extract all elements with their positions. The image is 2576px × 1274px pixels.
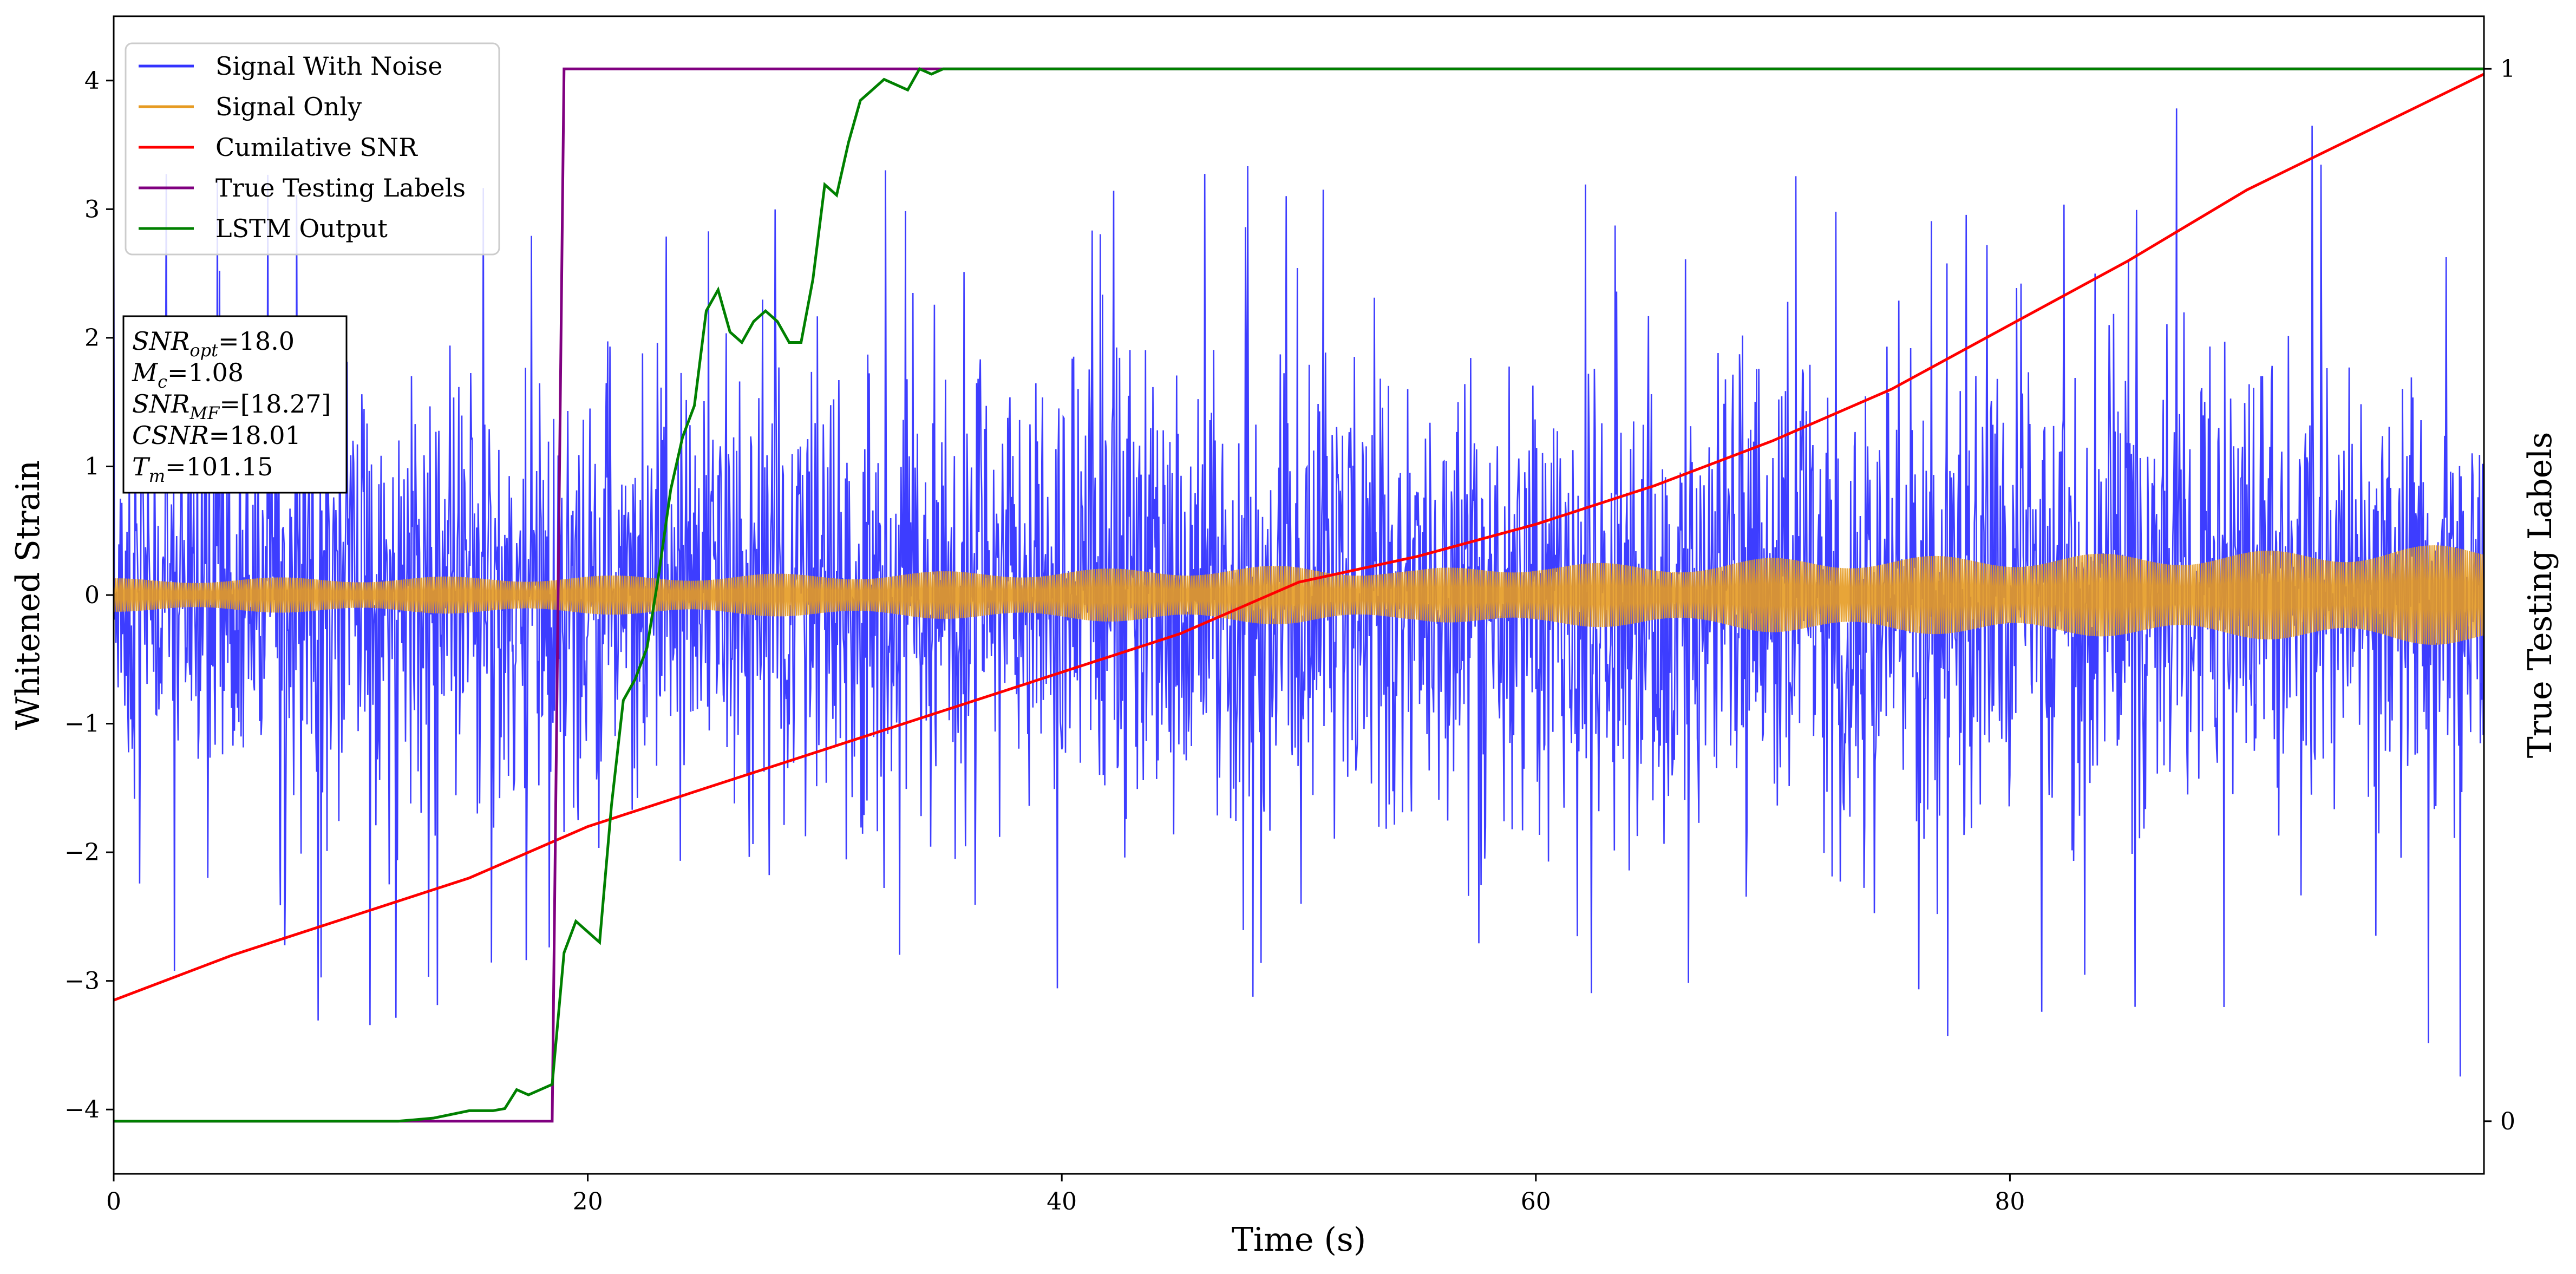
- series-layer: [114, 67, 2484, 1123]
- legend-label: LSTM Output: [215, 214, 388, 243]
- legend-box: [125, 42, 500, 256]
- series-lstm-output: [114, 67, 2484, 1123]
- x-tick-label: 0: [106, 1188, 121, 1216]
- legend: Signal With Noise Signal Only Cumilative S…: [125, 42, 500, 256]
- info-snr-mf: SNRMF=[18.27]: [132, 389, 331, 423]
- series-cumulative-snr: [114, 73, 2484, 1002]
- y-axis-label: Whitened Strain: [9, 460, 47, 730]
- y-tick-label: −3: [64, 968, 100, 995]
- y2-tick-label: 0: [2500, 1108, 2515, 1135]
- info-snr-opt: SNRopt=18.0: [132, 326, 295, 361]
- y-tick-label: 4: [84, 67, 100, 95]
- x-tick-label: 40: [1047, 1188, 1077, 1216]
- y-tick-label: −2: [64, 839, 100, 866]
- info-mc: Mc=1.08: [132, 358, 244, 392]
- x-tick-label: 20: [573, 1188, 603, 1216]
- x-axis-label: Time (s): [1232, 1221, 1366, 1259]
- info-tm: Tm=101.15: [132, 452, 273, 486]
- legend-entries: Signal With Noise Signal Only Cumilative S…: [139, 51, 466, 243]
- info-box: SNRopt=18.0 Mc=1.08 SNRMF=[18.27] CSNR=1…: [122, 315, 348, 494]
- legend-label: Signal With Noise: [215, 51, 442, 81]
- x-tick-label: 80: [1995, 1188, 2025, 1216]
- info-csnr: CSNR=18.01: [132, 421, 301, 450]
- y2-tick-label: 1: [2500, 55, 2515, 83]
- series-signal-only: [114, 545, 2484, 645]
- legend-label: Signal Only: [215, 92, 362, 121]
- x-tick-label: 60: [1521, 1188, 1551, 1216]
- info-box-frame: [122, 315, 348, 494]
- y-tick-label: −4: [64, 1096, 100, 1123]
- legend-label: Cumilative SNR: [215, 133, 418, 162]
- y-tick-label: 0: [84, 582, 100, 609]
- y-tick-label: 2: [84, 324, 100, 352]
- legend-label: True Testing Labels: [215, 173, 466, 202]
- y-tick-label: −1: [64, 710, 100, 738]
- y-tick-label: 1: [84, 453, 100, 480]
- y-tick-label: 3: [84, 195, 100, 223]
- y2-axis-label: True Testing Labels: [2521, 432, 2559, 759]
